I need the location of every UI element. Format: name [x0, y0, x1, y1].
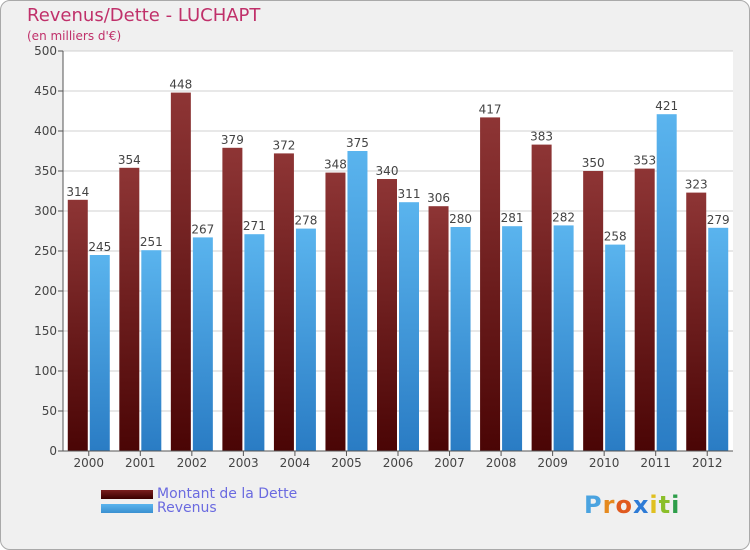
logo-letter: i — [671, 491, 681, 519]
logo-letter: o — [615, 491, 633, 519]
data-label-debt: 348 — [324, 158, 347, 172]
data-label-revenus: 375 — [346, 136, 369, 150]
y-tick-label: 150 — [34, 324, 57, 338]
bar-debt — [273, 153, 294, 451]
y-tick-label: 450 — [34, 84, 57, 98]
y-tick-label: 0 — [49, 444, 57, 458]
bar-revenus — [605, 244, 626, 451]
proxiti-logo: Proxiti — [584, 491, 680, 519]
bar-debt — [67, 199, 88, 451]
data-label-debt: 323 — [685, 178, 708, 192]
x-tick-label: 2008 — [486, 456, 517, 470]
data-label-revenus: 258 — [604, 230, 627, 244]
x-tick-label: 2000 — [73, 456, 104, 470]
bar-revenus — [502, 226, 523, 451]
data-label-debt: 353 — [633, 154, 656, 168]
x-tick-label: 2012 — [692, 456, 723, 470]
x-tick-label: 2006 — [383, 456, 414, 470]
y-tick-label: 500 — [34, 44, 57, 58]
bar-debt — [480, 117, 501, 452]
bar-debt — [119, 167, 140, 452]
legend-swatch-revenus — [101, 504, 153, 513]
bar-debt — [531, 144, 552, 451]
data-label-debt: 417 — [479, 102, 502, 116]
data-label-revenus: 267 — [191, 222, 214, 236]
legend-label-debt: Montant de la Dette — [157, 486, 298, 502]
data-label-revenus: 278 — [294, 214, 317, 228]
bar-revenus — [553, 225, 574, 451]
data-label-debt: 372 — [272, 138, 295, 152]
data-label-debt: 340 — [376, 164, 399, 178]
bar-debt — [170, 92, 191, 451]
bar-revenus — [347, 151, 368, 451]
data-label-debt: 306 — [427, 191, 450, 205]
logo-letter: P — [584, 491, 603, 519]
bar-revenus — [244, 234, 265, 451]
legend-label-revenus: Revenus — [157, 500, 217, 516]
bar-revenus — [295, 228, 316, 451]
data-label-revenus: 280 — [449, 212, 472, 226]
x-tick-label: 2011 — [640, 456, 671, 470]
data-label-debt: 354 — [118, 153, 141, 167]
y-tick-label: 200 — [34, 284, 57, 298]
data-label-debt: 350 — [582, 156, 605, 170]
data-label-revenus: 271 — [243, 219, 266, 233]
bar-revenus — [708, 227, 729, 451]
y-tick-label: 100 — [34, 364, 57, 378]
y-tick-label: 250 — [34, 244, 57, 258]
data-label-debt: 383 — [530, 130, 553, 144]
bar-debt — [686, 192, 707, 451]
x-tick-label: 2003 — [228, 456, 259, 470]
x-tick-label: 2004 — [280, 456, 311, 470]
data-label-revenus: 251 — [140, 235, 163, 249]
bar-revenus — [192, 237, 213, 451]
x-tick-label: 2009 — [537, 456, 568, 470]
data-label-revenus: 245 — [88, 240, 111, 254]
data-label-debt: 314 — [66, 185, 89, 199]
bar-debt — [377, 179, 397, 451]
data-label-revenus: 281 — [501, 211, 524, 225]
data-label-revenus: 311 — [398, 187, 421, 201]
data-label-revenus: 282 — [552, 210, 575, 224]
x-tick-label: 2010 — [589, 456, 620, 470]
logo-letter: t — [658, 491, 672, 519]
data-label-revenus: 279 — [707, 213, 730, 227]
y-tick-label: 300 — [34, 204, 57, 218]
bar-debt — [634, 168, 655, 451]
x-tick-label: 2001 — [125, 456, 156, 470]
legend-swatch-debt — [101, 490, 153, 499]
chart-subtitle: (en milliers d'€) — [27, 29, 122, 43]
logo-letter: r — [602, 491, 616, 519]
bar-revenus — [450, 227, 471, 451]
data-label-revenus: 421 — [655, 99, 678, 113]
bar-revenus — [141, 250, 162, 451]
x-tick-label: 2005 — [331, 456, 362, 470]
x-tick-label: 2002 — [177, 456, 208, 470]
y-tick-label: 350 — [34, 164, 57, 178]
y-tick-label: 50 — [42, 404, 57, 418]
bar-debt — [325, 172, 346, 451]
y-tick-label: 400 — [34, 124, 57, 138]
bar-revenus — [656, 114, 677, 451]
x-tick-label: 2007 — [434, 456, 465, 470]
bar-debt — [583, 171, 604, 451]
data-label-debt: 379 — [221, 133, 244, 147]
bar-revenus — [89, 255, 110, 451]
bar-revenus — [399, 202, 419, 451]
logo-letter: i — [649, 491, 659, 519]
data-label-debt: 448 — [169, 78, 192, 92]
chart-title: Revenus/Dette - LUCHAPT — [27, 5, 261, 26]
logo-letter: x — [632, 491, 650, 519]
bar-debt — [428, 206, 449, 451]
bar-debt — [222, 147, 243, 452]
